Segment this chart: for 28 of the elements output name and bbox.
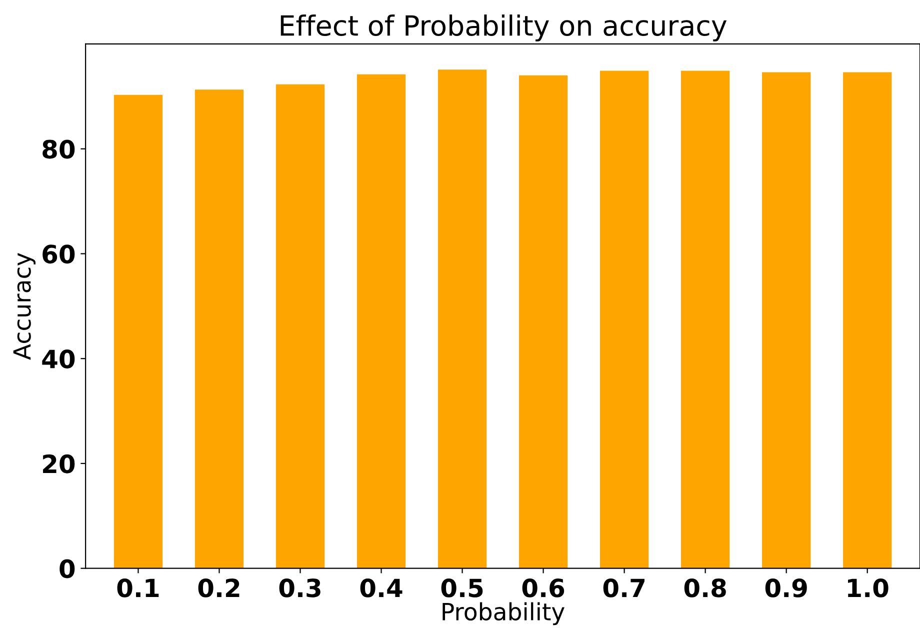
x-tick-label: 0.4 (360, 578, 402, 598)
x-tick-label: 0.8 (684, 578, 726, 598)
y-tick-label: 0 (60, 559, 75, 578)
chart-title: Effect of Probability on accuracy (280, 14, 727, 42)
x-axis-title: Probability (442, 602, 564, 626)
y-tick-label: 60 (42, 244, 75, 264)
bar (194, 90, 244, 568)
bar (276, 84, 325, 568)
bar (843, 72, 892, 568)
y-tick-label: 20 (43, 454, 75, 474)
x-tick-label: 0.6 (522, 578, 564, 598)
x-tick-label: 0.3 (279, 578, 320, 598)
bar (518, 75, 568, 568)
y-axis-title: Accuracy (13, 252, 36, 360)
y-tick-label: 40 (42, 350, 75, 368)
x-tick-label: 0.9 (765, 578, 807, 598)
x-tick-label: 1.0 (848, 578, 888, 598)
x-tick-label: 0.1 (117, 578, 159, 598)
bar (438, 70, 487, 568)
bar (356, 74, 406, 568)
x-tick-label: 0.2 (198, 578, 240, 598)
x-tick-label: 0.5 (441, 578, 483, 598)
bar (762, 72, 811, 568)
bar (681, 70, 730, 568)
x-tick-label: 0.7 (603, 578, 644, 598)
y-tick-label: 80 (42, 140, 75, 159)
bar (600, 70, 649, 568)
bar (114, 94, 163, 568)
